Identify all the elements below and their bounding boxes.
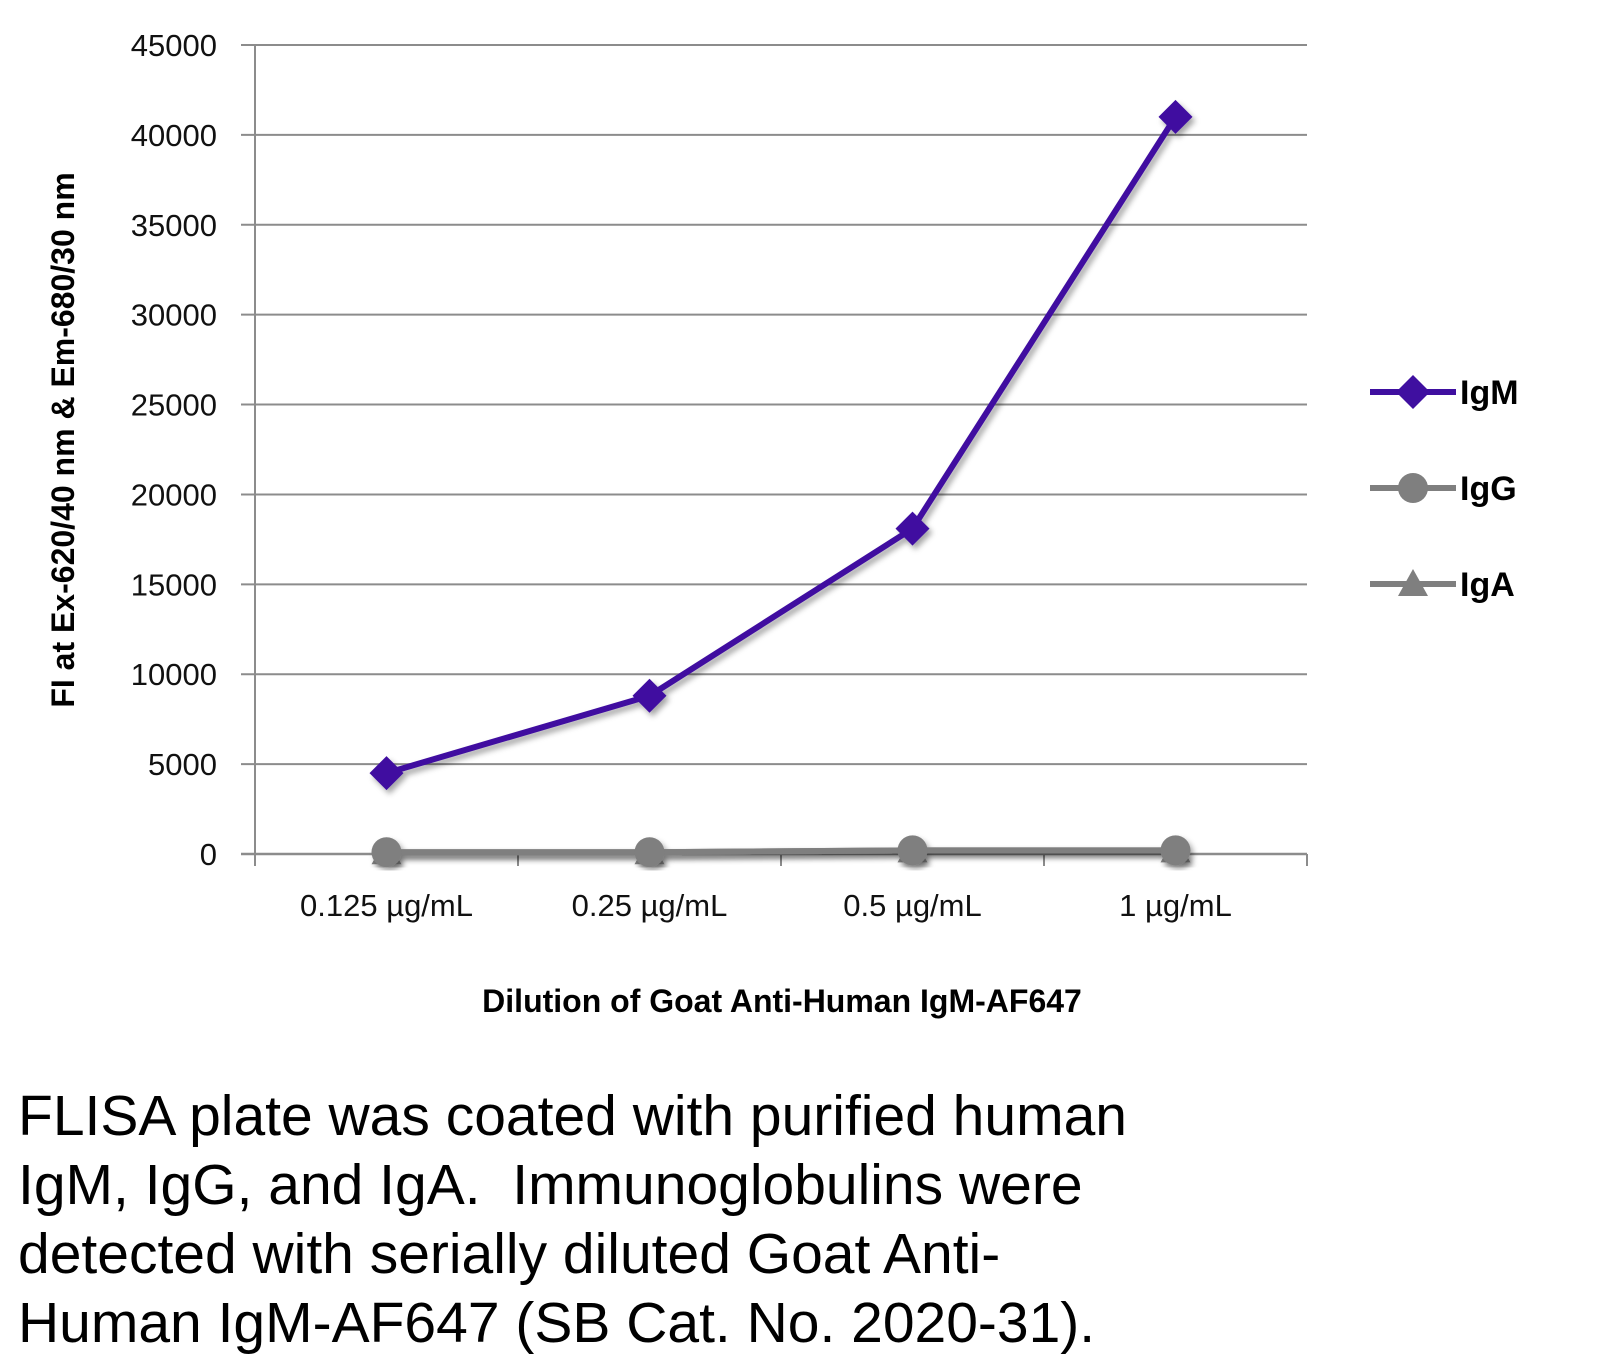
- legend-label-igg: IgG: [1460, 470, 1517, 508]
- data-point-igm: [369, 756, 404, 791]
- y-tick-label: 25000: [131, 388, 217, 423]
- data-point-igg: [634, 837, 665, 868]
- x-tick-label: 0.5 µg/mL: [843, 888, 982, 923]
- series: [369, 99, 1193, 868]
- y-tick-labels: 0 5000 10000 15000 20000 25000 30000 35000 40000…: [131, 28, 217, 872]
- data-point-igg: [1160, 835, 1191, 866]
- y-tick-label: 20000: [131, 477, 217, 512]
- y-tick-label: 5000: [148, 747, 217, 782]
- x-axis-title: Dilution of Goat Anti-Human IgM-AF647: [482, 983, 1082, 1019]
- legend-item-iga: IgA: [1370, 566, 1515, 604]
- x-tick-label: 1 µg/mL: [1119, 888, 1232, 923]
- y-axis-title: FI at Ex-620/40 nm & Em-680/30 nm: [45, 172, 81, 707]
- data-point-igm: [1158, 99, 1193, 134]
- data-point-igg: [897, 835, 928, 866]
- x-tick-labels: 0.125 µg/mL 0.25 µg/mL 0.5 µg/mL 1 µg/mL: [300, 888, 1232, 923]
- y-tick-label: 45000: [131, 28, 217, 63]
- legend-item-igg: IgG: [1370, 470, 1517, 508]
- legend-label-igm: IgM: [1460, 374, 1519, 412]
- data-point-igm: [632, 678, 667, 713]
- legend-marker-igm: [1396, 375, 1430, 409]
- x-tick-label: 0.25 µg/mL: [572, 888, 728, 923]
- y-tick-label: 40000: [131, 118, 217, 153]
- series-igg: [371, 835, 1191, 868]
- series-igm: [369, 99, 1193, 791]
- y-tick-label: 30000: [131, 298, 217, 333]
- y-tick-label: 10000: [131, 657, 217, 692]
- data-point-igg: [371, 837, 402, 868]
- gridlines: [241, 44, 1307, 766]
- axes: [241, 45, 1308, 866]
- legend-item-igm: IgM: [1370, 374, 1519, 412]
- legend-marker-iga: [1398, 569, 1428, 596]
- legend-label-iga: IgA: [1460, 566, 1515, 604]
- x-tick-label: 0.125 µg/mL: [300, 888, 473, 923]
- y-tick-label: 15000: [131, 567, 217, 602]
- series-line-igm: [385, 115, 1179, 776]
- line-chart: 0 5000 10000 15000 20000 25000 30000 35000 40000…: [45, 28, 1519, 1019]
- legend-marker-igg: [1398, 473, 1428, 503]
- series-line-igg: [386, 847, 1176, 856]
- figure-caption: FLISA plate was coated with purified hum…: [18, 1084, 1127, 1355]
- y-tick-label: 0: [200, 837, 217, 872]
- legend: IgM IgG IgA: [1370, 374, 1519, 604]
- data-point-igm: [895, 511, 930, 546]
- y-tick-label: 35000: [131, 208, 217, 243]
